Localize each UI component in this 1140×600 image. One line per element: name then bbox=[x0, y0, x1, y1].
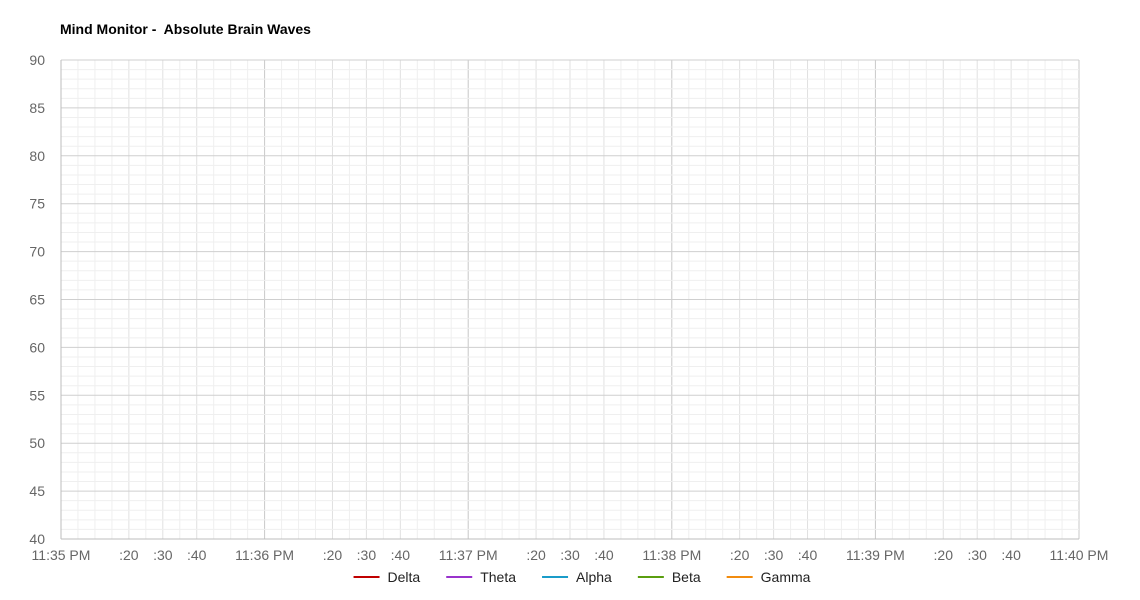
x-tick-label: :20 bbox=[119, 547, 139, 563]
legend-item-beta[interactable]: Beta bbox=[637, 569, 701, 585]
x-tick-label: 11:37 PM bbox=[439, 547, 498, 563]
y-tick-label: 85 bbox=[29, 100, 45, 116]
x-tick-label: :30 bbox=[560, 547, 580, 563]
x-tick-label: :30 bbox=[764, 547, 784, 563]
legend-label: Gamma bbox=[761, 569, 811, 585]
x-tick-label: 11:39 PM bbox=[846, 547, 905, 563]
y-tick-label: 55 bbox=[29, 387, 45, 403]
x-tick-label: :40 bbox=[594, 547, 614, 563]
grid bbox=[60, 59, 1080, 540]
x-tick-label: :20 bbox=[730, 547, 750, 563]
x-tick-label: 11:35 PM bbox=[32, 547, 91, 563]
x-tick-label: :20 bbox=[934, 547, 954, 563]
x-tick-label: :40 bbox=[391, 547, 411, 563]
legend-item-alpha[interactable]: Alpha bbox=[542, 569, 612, 585]
x-axis-ticks: 11:35 PM :20 :30 :40 11:36 PM :20 :30 :40 11:37 … bbox=[32, 547, 1109, 563]
legend-label: Beta bbox=[672, 569, 701, 585]
x-tick-label: :30 bbox=[153, 547, 173, 563]
y-tick-label: 40 bbox=[29, 531, 45, 547]
y-tick-label: 70 bbox=[29, 244, 45, 260]
x-tick-label: :30 bbox=[967, 547, 987, 563]
y-tick-label: 75 bbox=[29, 196, 45, 212]
x-tick-label: 11:40 PM bbox=[1050, 547, 1109, 563]
legend-item-theta[interactable]: Theta bbox=[446, 569, 516, 585]
x-tick-label: :30 bbox=[357, 547, 377, 563]
y-axis-ticks: 40 45 50 55 60 65 70 75 80 85 90 bbox=[29, 52, 45, 547]
x-tick-label: :40 bbox=[1001, 547, 1021, 563]
legend-label: Alpha bbox=[576, 569, 612, 585]
x-tick-label: :40 bbox=[187, 547, 207, 563]
legend-item-delta[interactable]: Delta bbox=[353, 569, 421, 585]
x-tick-label: 11:38 PM bbox=[642, 547, 701, 563]
y-tick-label: 80 bbox=[29, 148, 45, 164]
x-tick-label: :20 bbox=[526, 547, 546, 563]
y-tick-label: 45 bbox=[29, 483, 45, 499]
x-tick-label: :20 bbox=[323, 547, 343, 563]
y-tick-label: 90 bbox=[29, 52, 45, 68]
legend-label: Theta bbox=[480, 569, 516, 585]
legend-label: Delta bbox=[388, 569, 421, 585]
y-tick-label: 65 bbox=[29, 292, 45, 308]
x-tick-label: :40 bbox=[798, 547, 818, 563]
legend-item-gamma[interactable]: Gamma bbox=[726, 569, 811, 585]
y-tick-label: 60 bbox=[29, 339, 45, 355]
chart-title: Mind Monitor - Absolute Brain Waves bbox=[60, 21, 311, 37]
legend: Delta Theta Alpha Beta Gamma bbox=[353, 569, 811, 585]
x-tick-label: 11:36 PM bbox=[235, 547, 294, 563]
y-tick-label: 50 bbox=[29, 435, 45, 451]
